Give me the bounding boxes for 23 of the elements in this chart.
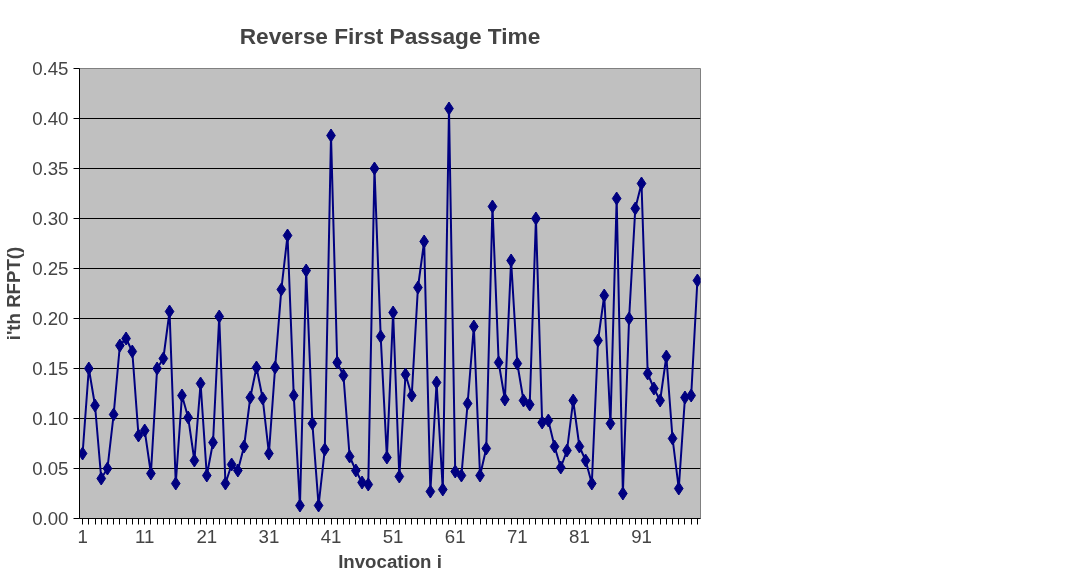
- x-tick-label: 81: [569, 525, 590, 547]
- y-tick-label: 0.30: [32, 208, 69, 229]
- y-tick-label: 0.05: [32, 458, 69, 479]
- x-tick-label: 21: [196, 525, 218, 547]
- y-axis-title: i'th RFPT(): [3, 246, 25, 341]
- x-axis-title: Invocation i: [338, 550, 442, 572]
- y-tick-label: 0.20: [32, 308, 69, 329]
- x-tick-label: 1: [77, 525, 88, 547]
- x-tick-label: 11: [135, 525, 155, 547]
- y-tick-label: 0.10: [32, 408, 69, 429]
- x-tick-label: 91: [631, 525, 652, 547]
- x-tick-label: 41: [320, 525, 342, 547]
- y-tick-label: 0.25: [32, 258, 69, 279]
- y-tick-label: 0.00: [32, 508, 69, 529]
- y-tick-label: 0.40: [32, 108, 69, 129]
- x-tick-label: 61: [444, 525, 466, 547]
- x-tick-label: 51: [382, 525, 404, 547]
- x-tick-label: 71: [506, 525, 528, 547]
- chart-title: Reverse First Passage Time: [239, 22, 541, 49]
- x-tick-label: 31: [258, 525, 280, 547]
- y-tick-label: 0.45: [32, 58, 69, 79]
- y-tick-label: 0.15: [32, 358, 69, 379]
- y-tick-label: 0.35: [32, 158, 69, 179]
